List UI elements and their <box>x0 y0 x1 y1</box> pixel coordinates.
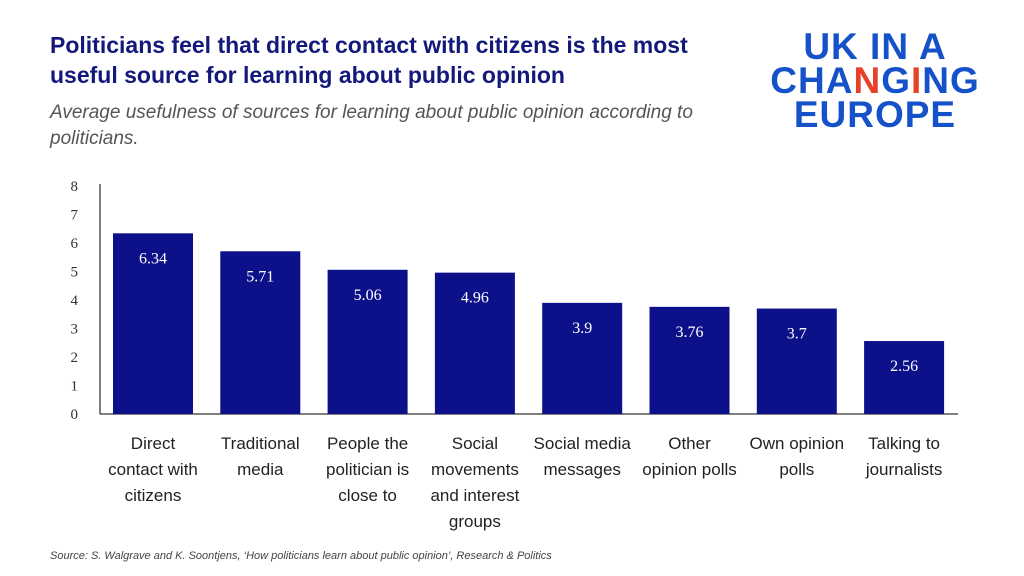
y-tick-label: 3 <box>71 322 79 338</box>
y-tick-label: 7 <box>71 208 79 224</box>
x-tick-label: People the politician is close to <box>326 434 409 505</box>
x-tick-label-line: politician is <box>326 460 409 479</box>
source-note: Source: S. Walgrave and K. Soontjens, ‘H… <box>50 550 552 562</box>
x-tick-label-line: Traditional <box>221 434 300 453</box>
x-tick-label-line: Other <box>668 434 711 453</box>
chart-title: Politicians feel that direct contact wit… <box>50 32 688 88</box>
x-tick-label-line: Talking to <box>868 434 940 453</box>
x-tick-label: Other opinion polls <box>642 434 737 479</box>
x-tick-label: Talking to journalists <box>865 434 943 479</box>
x-tick-label: Direct contact with citizens <box>108 434 198 505</box>
x-tick-label: Social media messages <box>534 434 632 479</box>
bar <box>220 251 301 414</box>
x-tick-label-line: People the <box>327 434 408 453</box>
logo-line-2: CHANGING <box>770 60 980 101</box>
bar <box>864 341 945 414</box>
x-tick-label-line: journalists <box>865 460 943 479</box>
y-tick-label: 4 <box>71 293 79 309</box>
x-tick-label-line: groups <box>449 512 501 531</box>
data-label: 4.96 <box>461 290 489 307</box>
x-tick-label-line: Social media <box>534 434 632 453</box>
data-label: 3.9 <box>572 320 592 337</box>
x-tick-label-line: Social <box>452 434 498 453</box>
chart-subtitle: Average usefulness of sources for learni… <box>50 102 693 149</box>
y-tick-label: 2 <box>71 350 79 366</box>
x-tick-label: Own opinion polls <box>750 434 845 479</box>
x-tick-label-line: contact with <box>108 460 198 479</box>
y-tick-label: 1 <box>71 379 79 395</box>
bar <box>434 272 515 414</box>
x-tick-label-line: polls <box>779 460 814 479</box>
data-label: 2.56 <box>890 358 918 375</box>
x-tick-label-line: media <box>237 460 284 479</box>
data-label: 3.7 <box>787 326 807 343</box>
bar <box>327 269 408 414</box>
y-tick-label: 6 <box>71 236 79 252</box>
x-tick-label-line: Own opinion <box>750 434 845 453</box>
data-label: 6.34 <box>139 250 167 267</box>
data-label: 5.71 <box>246 268 274 285</box>
bar <box>542 302 623 414</box>
bar <box>756 308 837 414</box>
x-tick-label-line: opinion polls <box>642 460 737 479</box>
x-tick-label-line: and interest <box>430 486 519 505</box>
y-tick-label: 8 <box>71 179 79 195</box>
x-tick-label-line: movements <box>431 460 519 479</box>
logo-line-1: UK IN A <box>803 26 947 67</box>
x-tick-label: Social movements and interest groups <box>430 434 519 531</box>
x-tick-label-line: messages <box>543 460 620 479</box>
logo: UK IN A CHANGING EUROPE <box>762 26 988 135</box>
bar <box>649 306 730 414</box>
x-tick-label-line: Direct <box>131 434 176 453</box>
bar <box>113 233 193 414</box>
x-tick-label: Traditional media <box>221 434 300 479</box>
data-label: 5.06 <box>354 287 382 304</box>
y-tick-label: 0 <box>71 407 79 423</box>
x-tick-label-line: close to <box>338 486 397 505</box>
x-tick-label-line: citizens <box>125 486 182 505</box>
data-label: 3.76 <box>676 324 704 341</box>
y-tick-label: 5 <box>71 265 79 281</box>
logo-line-3: EUROPE <box>793 94 957 135</box>
